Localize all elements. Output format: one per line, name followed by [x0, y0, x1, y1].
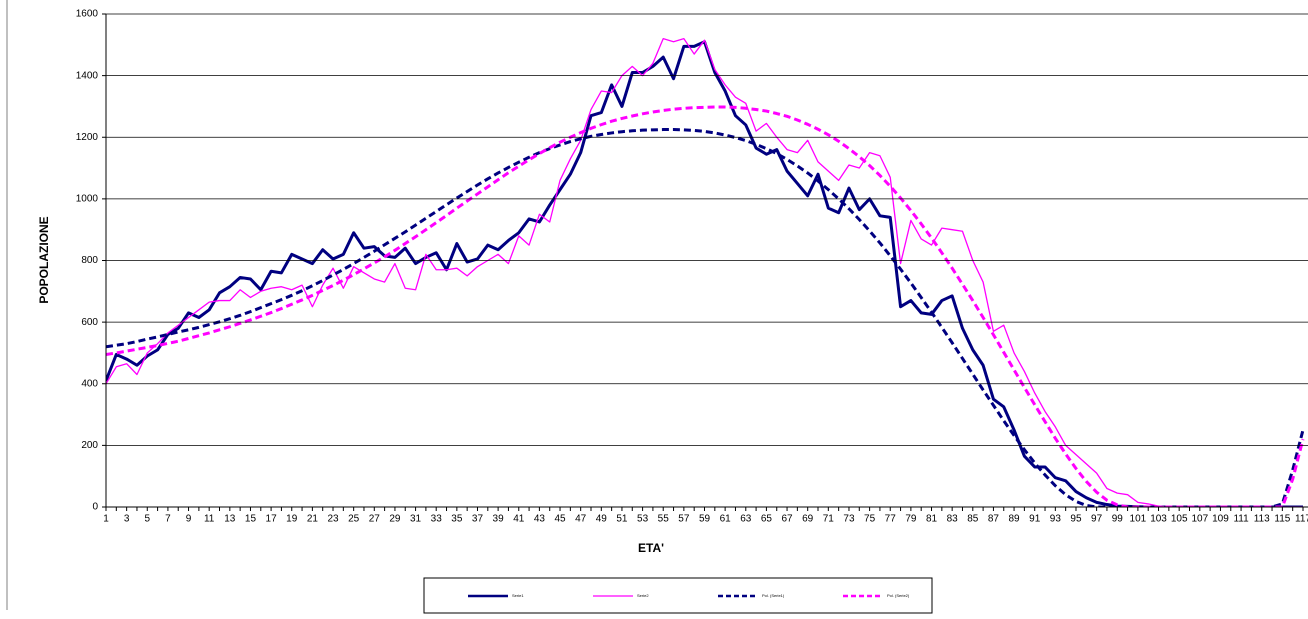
- series-line: [106, 128, 1305, 507]
- x-tick-label: 83: [947, 514, 959, 525]
- x-tick-label: 33: [431, 514, 443, 525]
- x-tick-label: 85: [967, 514, 979, 525]
- x-tick-label: 67: [781, 514, 793, 525]
- x-tick-label: 43: [534, 514, 546, 525]
- x-tick-label: 11: [204, 514, 215, 525]
- x-tick-label: 25: [348, 514, 360, 525]
- legend-text: Pol. (Serie2): [887, 593, 910, 598]
- plot-area: [106, 38, 1305, 507]
- x-tick-label: 71: [823, 514, 835, 525]
- x-tick-label: 53: [637, 514, 649, 525]
- x-tick-label: 109: [1212, 514, 1229, 525]
- y-tick-label: 1200: [76, 132, 99, 143]
- y-tick-label: 1400: [76, 70, 99, 81]
- x-tick-label: 115: [1274, 514, 1290, 525]
- x-tick-label: 63: [740, 514, 752, 525]
- y-tick-label: 1600: [76, 9, 99, 20]
- x-tick-label: 39: [493, 514, 505, 525]
- legend-text: Serie1: [512, 593, 524, 598]
- x-tick-label: 35: [451, 514, 463, 525]
- x-tick-label: 13: [224, 514, 236, 525]
- x-tick-label: 95: [1070, 514, 1082, 525]
- x-tick-label: 113: [1254, 514, 1270, 525]
- x-tick-label: 21: [307, 514, 319, 525]
- y-tick-label: 0: [92, 502, 98, 513]
- series-line: [106, 105, 1305, 507]
- x-tick-label: 107: [1191, 514, 1208, 525]
- x-tick-label: 65: [761, 514, 773, 525]
- x-tick-label: 19: [286, 514, 298, 525]
- series-line: [106, 38, 1303, 507]
- x-axis-title: ETA': [638, 541, 664, 555]
- x-tick-label: 15: [245, 514, 257, 525]
- x-tick-label: 47: [575, 514, 587, 525]
- x-tick-label: 17: [266, 514, 278, 525]
- x-tick-label: 9: [186, 514, 192, 525]
- x-tick-label: 55: [658, 514, 670, 525]
- series-line: [106, 40, 1303, 507]
- x-tick-label: 105: [1171, 514, 1188, 525]
- x-tick-label: 57: [678, 514, 690, 525]
- x-tick-label: 75: [864, 514, 876, 525]
- y-tick-label: 600: [81, 317, 98, 328]
- x-tick-label: 77: [885, 514, 897, 525]
- x-tick-label: 101: [1130, 514, 1147, 525]
- x-tick-label: 69: [802, 514, 814, 525]
- x-tick-label: 29: [389, 514, 401, 525]
- x-tick-label: 79: [905, 514, 917, 525]
- x-tick-label: 31: [410, 514, 422, 525]
- x-tick-label: 37: [472, 514, 484, 525]
- x-tick-label: 49: [596, 514, 608, 525]
- x-tick-label: 91: [1029, 514, 1041, 525]
- x-tick-label: 111: [1233, 514, 1249, 525]
- y-tick-label: 200: [81, 440, 98, 451]
- y-tick-label: 400: [81, 378, 98, 389]
- x-tick-label: 97: [1091, 514, 1103, 525]
- x-tick-label: 1: [103, 514, 109, 525]
- x-tick-label: 41: [513, 514, 525, 525]
- x-tick-label: 81: [926, 514, 938, 525]
- y-axis-title: POPOLAZIONE: [37, 216, 51, 303]
- y-tick-label: 800: [81, 255, 98, 266]
- x-tick-label: 27: [369, 514, 381, 525]
- x-tick-label: 93: [1050, 514, 1062, 525]
- x-tick-label: 103: [1150, 514, 1167, 525]
- x-tick-label: 3: [124, 514, 130, 525]
- x-tick-label: 61: [720, 514, 732, 525]
- legend-text: Serie2: [637, 593, 649, 598]
- x-tick-label: 51: [616, 514, 628, 525]
- y-tick-label: 1000: [76, 194, 99, 205]
- legend-text: Pol. (Serie1): [762, 593, 785, 598]
- x-tick-label: 45: [554, 514, 566, 525]
- x-tick-label: 117: [1295, 514, 1308, 525]
- x-tick-label: 23: [327, 514, 339, 525]
- x-tick-label: 87: [988, 514, 1000, 525]
- x-tick-label: 99: [1112, 514, 1124, 525]
- x-tick-label: 5: [144, 514, 150, 525]
- x-tick-label: 7: [165, 514, 171, 525]
- x-tick-label: 73: [843, 514, 855, 525]
- x-tick-label: 59: [699, 514, 711, 525]
- x-tick-label: 89: [1009, 514, 1021, 525]
